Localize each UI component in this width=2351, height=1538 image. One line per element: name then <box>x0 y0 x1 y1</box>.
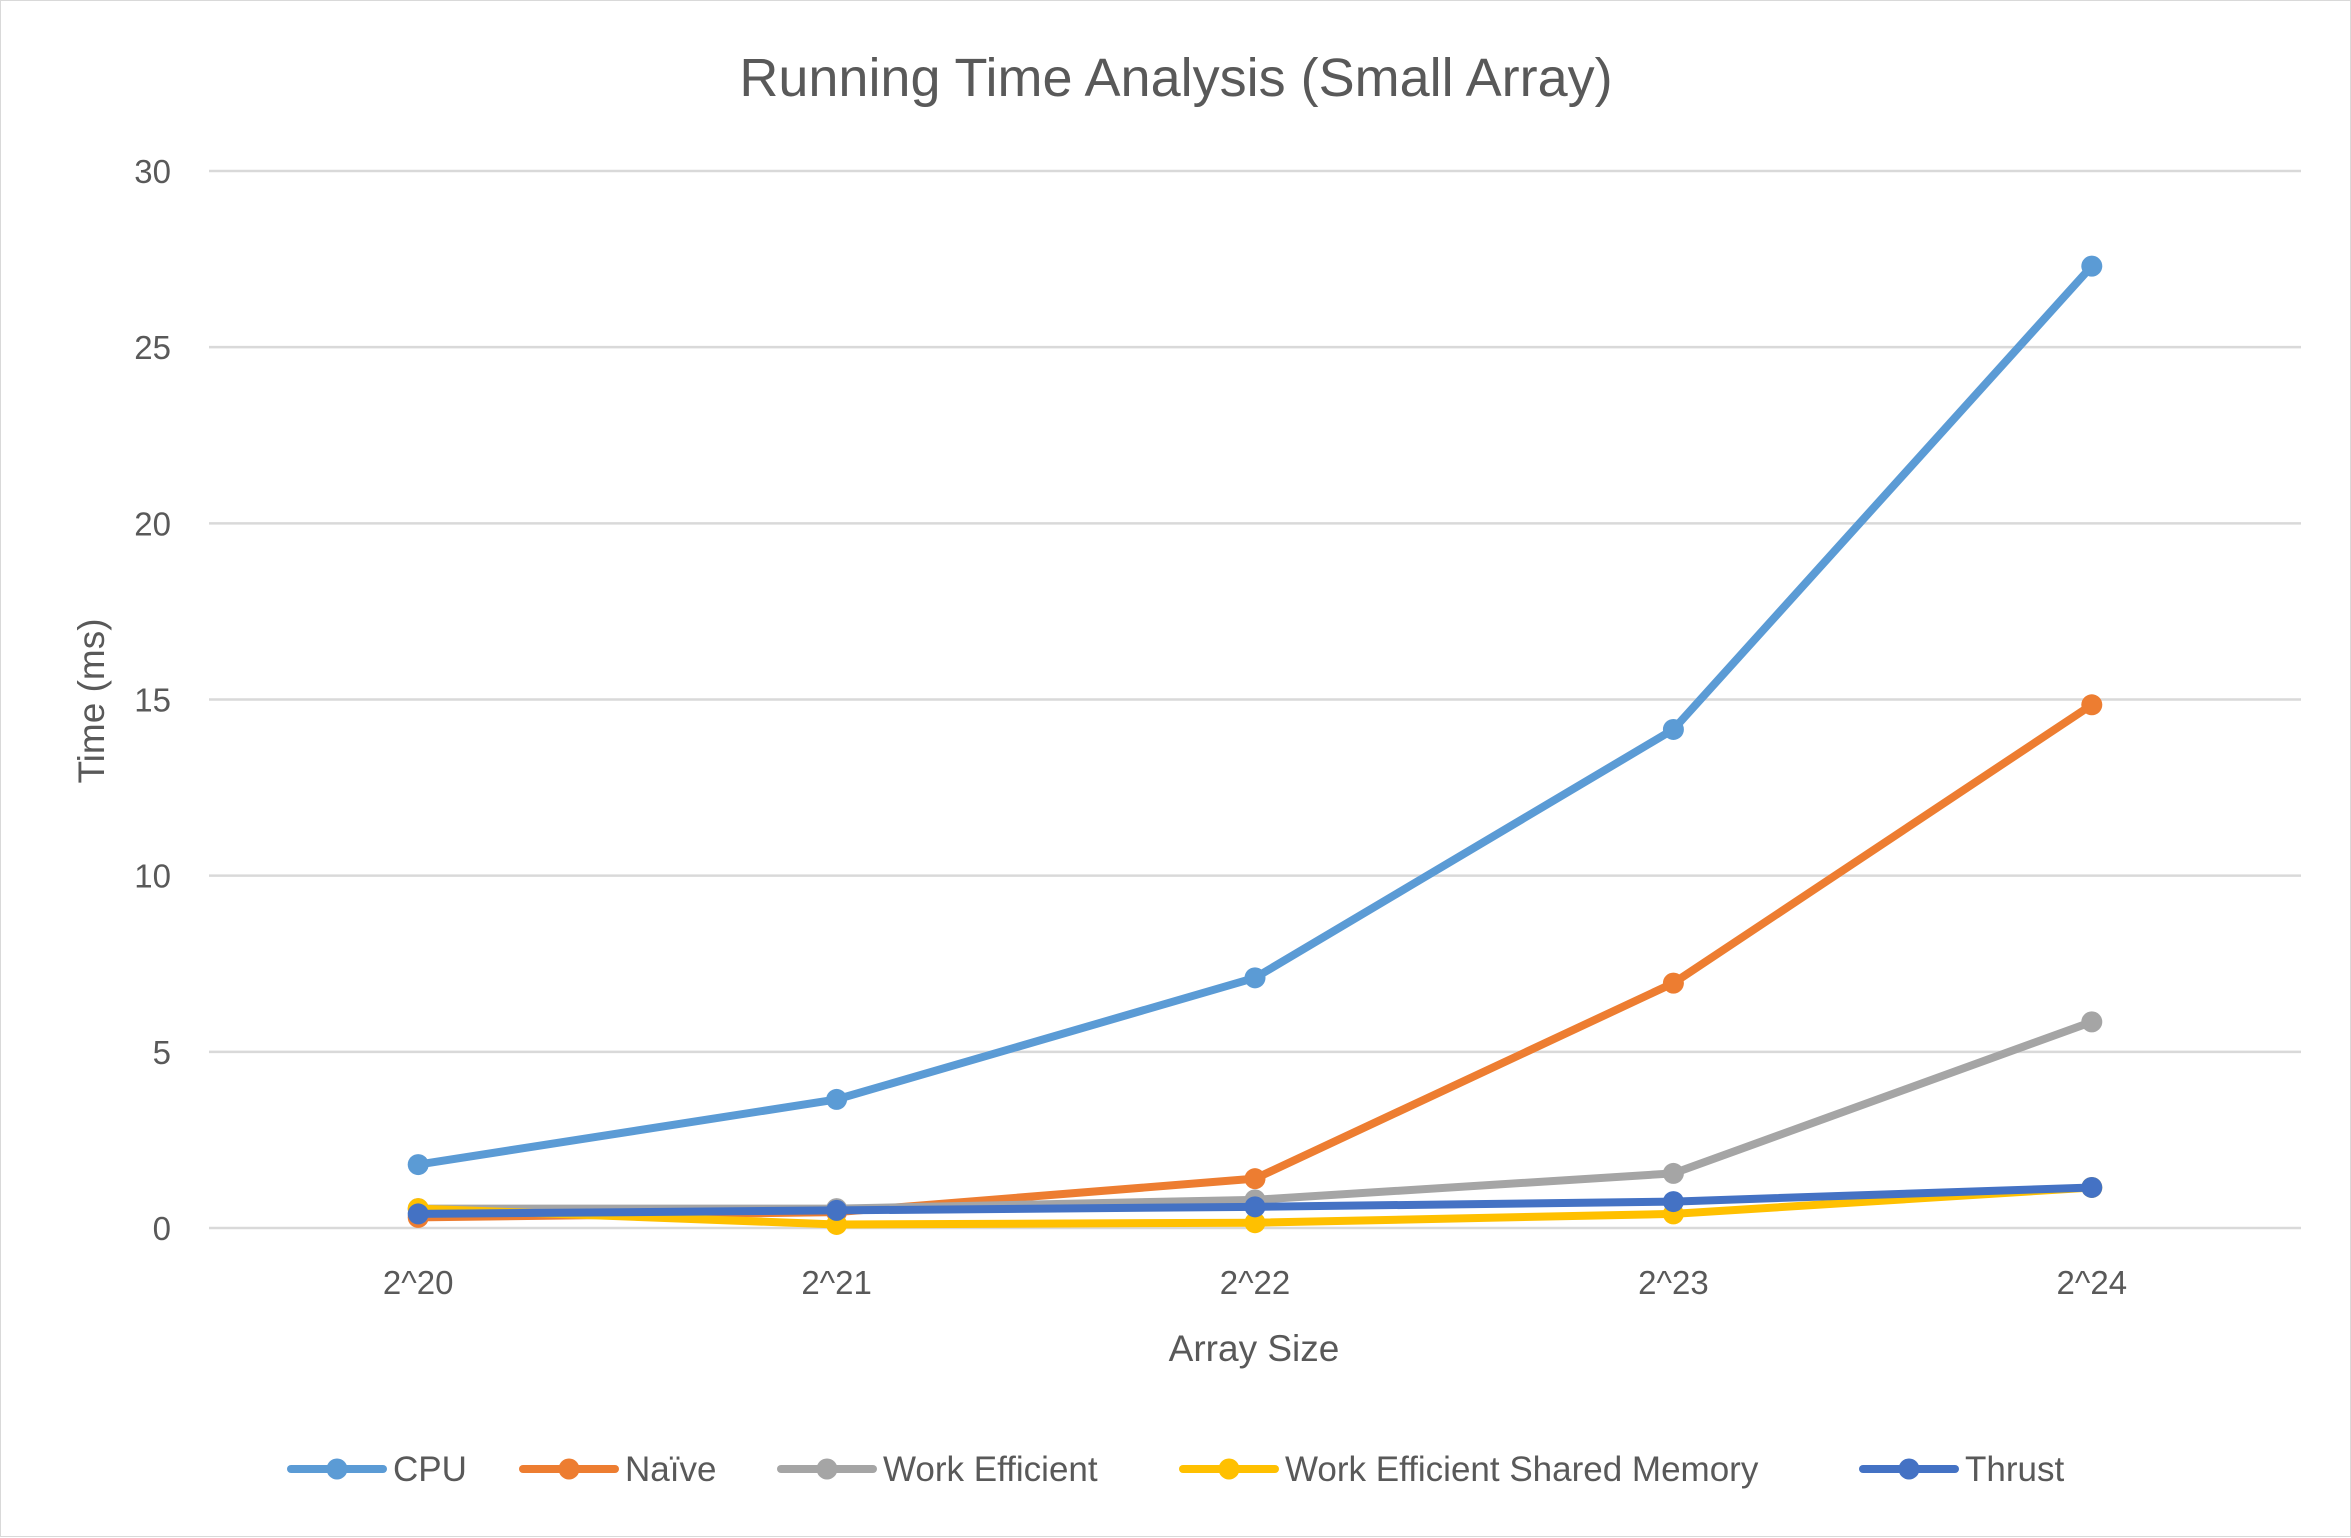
data-point <box>1244 1212 1266 1234</box>
legend-label: CPU <box>393 1450 467 1489</box>
x-tick-label: 2^20 <box>383 1264 454 1301</box>
legend-swatch-marker <box>1898 1458 1920 1480</box>
data-point <box>826 1199 848 1221</box>
legend-item: CPU <box>287 1450 467 1489</box>
legend-swatch-marker <box>1218 1458 1240 1480</box>
data-point <box>826 1088 848 1110</box>
legend-item: Thrust <box>1859 1450 2064 1489</box>
data-point <box>1662 1191 1684 1213</box>
series-4 <box>407 1176 2103 1225</box>
series-line <box>414 700 2096 1222</box>
y-tick-label: 10 <box>134 858 171 895</box>
x-tick-label: 2^22 <box>1220 1264 1291 1301</box>
y-axis-title: Time (ms) <box>71 618 112 783</box>
y-tick-label: 25 <box>134 329 171 366</box>
legend-item: Naïve <box>519 1450 716 1489</box>
y-axis-ticks: 0 5 10 15 20 25 30 <box>134 153 171 1247</box>
data-point <box>2081 255 2103 277</box>
gridlines <box>209 169 2301 1230</box>
data-point <box>2081 1176 2103 1198</box>
chart-title: Running Time Analysis (Small Array) <box>739 48 1612 108</box>
data-point <box>1662 718 1684 740</box>
y-tick-label: 0 <box>153 1210 171 1247</box>
data-point <box>407 1154 429 1176</box>
series-1 <box>407 694 2103 1228</box>
data-point <box>1662 1162 1684 1184</box>
x-tick-label: 2^23 <box>1638 1264 1709 1301</box>
y-tick-label: 15 <box>134 682 171 719</box>
legend: CPU Naïve Work Efficient Work Efficient Sha… <box>287 1450 2064 1489</box>
y-tick-label: 5 <box>153 1034 171 1071</box>
y-tick-label: 30 <box>134 153 171 190</box>
legend-label: Naïve <box>625 1450 716 1489</box>
x-axis-ticks: 2^20 2^21 2^22 2^23 2^24 <box>383 1264 2127 1301</box>
series-lines <box>407 255 2103 1235</box>
legend-label: Thrust <box>1965 1450 2064 1489</box>
data-point <box>1244 967 1266 989</box>
data-point <box>1662 972 1684 994</box>
legend-item: Work Efficient Shared Memory <box>1179 1450 1759 1489</box>
legend-swatch-marker <box>558 1458 580 1480</box>
x-tick-label: 2^24 <box>2057 1264 2128 1301</box>
data-point <box>407 1203 429 1225</box>
series-line <box>414 262 2096 1169</box>
x-axis-title: Array Size <box>1169 1328 1340 1369</box>
legend-swatch-marker <box>816 1458 838 1480</box>
legend-item: Work Efficient <box>777 1450 1098 1489</box>
data-point <box>2081 694 2103 716</box>
data-point <box>1244 1168 1266 1190</box>
legend-swatch-marker <box>326 1458 348 1480</box>
data-point <box>1244 1196 1266 1218</box>
data-point <box>2081 1011 2103 1033</box>
series-0 <box>407 255 2103 1176</box>
legend-label: Work Efficient <box>883 1450 1098 1489</box>
x-tick-label: 2^21 <box>801 1264 872 1301</box>
y-tick-label: 20 <box>134 505 171 542</box>
legend-label: Work Efficient Shared Memory <box>1285 1450 1759 1489</box>
